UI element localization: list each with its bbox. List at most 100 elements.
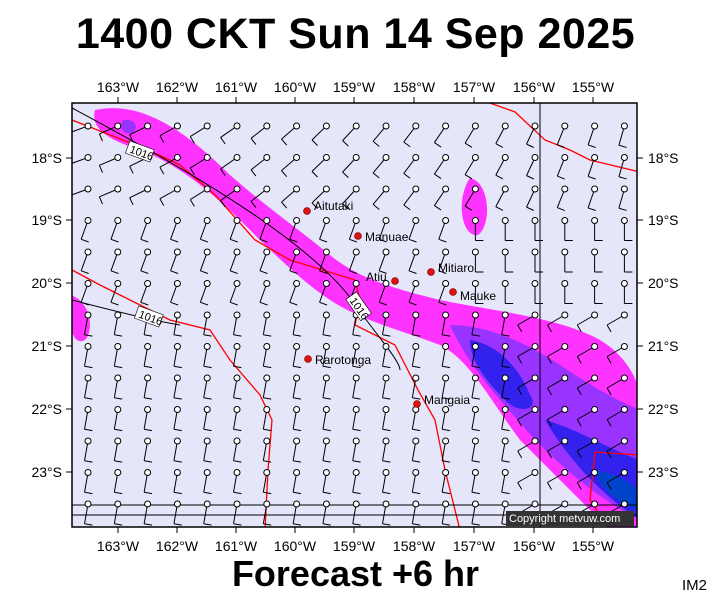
barb-station: [501, 500, 509, 508]
barb-feather: [517, 482, 523, 490]
barb-station: [233, 248, 241, 256]
barb-station: [173, 343, 181, 350]
barb-feather: [129, 166, 134, 174]
barb-station: [114, 469, 122, 476]
barb-station: [114, 185, 122, 193]
lat-label: 23°S: [648, 464, 679, 480]
barb-feather: [412, 460, 421, 463]
barb-feather: [471, 523, 480, 526]
lon-label: 157°W: [453, 538, 496, 554]
barb-station: [173, 374, 181, 382]
lon-label: 159°W: [333, 79, 376, 95]
barb-station: [591, 185, 599, 193]
barb-station: [501, 374, 509, 382]
barb-feather: [98, 133, 103, 142]
barb-station: [382, 500, 390, 508]
barb-feather: [372, 172, 380, 179]
barb-feather: [293, 428, 302, 432]
barb-station: [561, 154, 569, 161]
barb-station: [591, 154, 599, 161]
latitude-axis: 18°S 18°S 19°S 19°S 20°S 20°S 21°S 21°S 22°S 22°S…: [31, 150, 678, 480]
barb-station: [412, 374, 420, 382]
barb-station: [382, 374, 390, 382]
barb-feather: [547, 324, 552, 333]
lon-label: 159°W: [333, 538, 376, 554]
barb-station: [233, 406, 241, 413]
barb-feather: [557, 144, 565, 149]
barb-station: [144, 122, 152, 130]
barb-station: [263, 185, 271, 193]
barb-feather: [526, 175, 535, 180]
barb-station: [144, 374, 152, 382]
barb-station: [412, 248, 420, 256]
barb-feather: [293, 334, 302, 337]
barb-station: [501, 437, 509, 445]
barb-station: [442, 280, 450, 287]
barb-feather: [293, 365, 302, 369]
lon-label: 158°W: [393, 538, 436, 554]
barb-feather: [606, 387, 612, 396]
barb-station: [531, 500, 539, 508]
barb-feather: [606, 450, 612, 459]
barb-feather: [203, 460, 212, 463]
barb-station: [233, 374, 241, 382]
lat-label: 19°S: [648, 212, 679, 228]
barb-station: [620, 217, 628, 224]
barb-feather: [587, 207, 596, 211]
barb-feather: [501, 365, 510, 369]
barb-feather: [281, 201, 288, 209]
barb-station: [173, 406, 181, 413]
barb-station: [352, 122, 360, 130]
barb-feather: [322, 428, 331, 432]
barb-feather: [442, 365, 451, 369]
barb-feather: [220, 137, 226, 145]
barb-station: [501, 122, 509, 130]
barb-station: [144, 437, 152, 445]
lat-label: 20°S: [31, 275, 62, 291]
barb-station: [322, 437, 330, 445]
barb-feather: [233, 365, 242, 369]
barb-station: [561, 374, 569, 382]
barb-feather: [84, 365, 93, 369]
barb-station: [412, 343, 420, 350]
barb-feather: [434, 205, 442, 211]
barb-feather: [173, 397, 182, 400]
barb-feather: [319, 270, 328, 274]
barb-station: [84, 343, 92, 350]
barb-feather: [259, 238, 268, 243]
barb-station: [531, 154, 539, 161]
barb-station: [114, 217, 122, 224]
barb-feather: [495, 174, 504, 180]
barb-feather: [84, 334, 93, 337]
barb-station: [620, 469, 628, 476]
barb-station: [144, 500, 152, 508]
barb-feather: [173, 365, 182, 369]
barb-station: [382, 406, 390, 413]
barb-station: [352, 280, 360, 287]
barb-feather: [438, 238, 447, 243]
barb-station: [173, 185, 181, 193]
barb-station: [591, 437, 599, 445]
map-title: 1400 CKT Sun 14 Sep 2025: [75, 10, 636, 58]
barb-feather: [311, 171, 318, 178]
barb-station: [531, 217, 539, 224]
barb-station: [84, 500, 92, 508]
barb-station: [442, 248, 450, 256]
barb-feather: [114, 491, 123, 495]
rain-small-purple: [121, 119, 136, 134]
barb-feather: [229, 238, 238, 243]
barb-feather: [250, 138, 257, 145]
barb-station: [471, 500, 479, 508]
place-mangaia: Mangaia: [413, 393, 470, 408]
barb-feather: [173, 491, 182, 495]
barb-station: [561, 311, 569, 319]
barb-feather: [412, 491, 421, 495]
barb-station: [114, 122, 122, 130]
barb-feather: [84, 397, 93, 400]
barb-feather: [173, 428, 182, 432]
barb-feather: [114, 460, 123, 463]
barb-feather: [263, 334, 272, 337]
barb-station: [203, 122, 211, 130]
barb-feather: [618, 176, 627, 180]
